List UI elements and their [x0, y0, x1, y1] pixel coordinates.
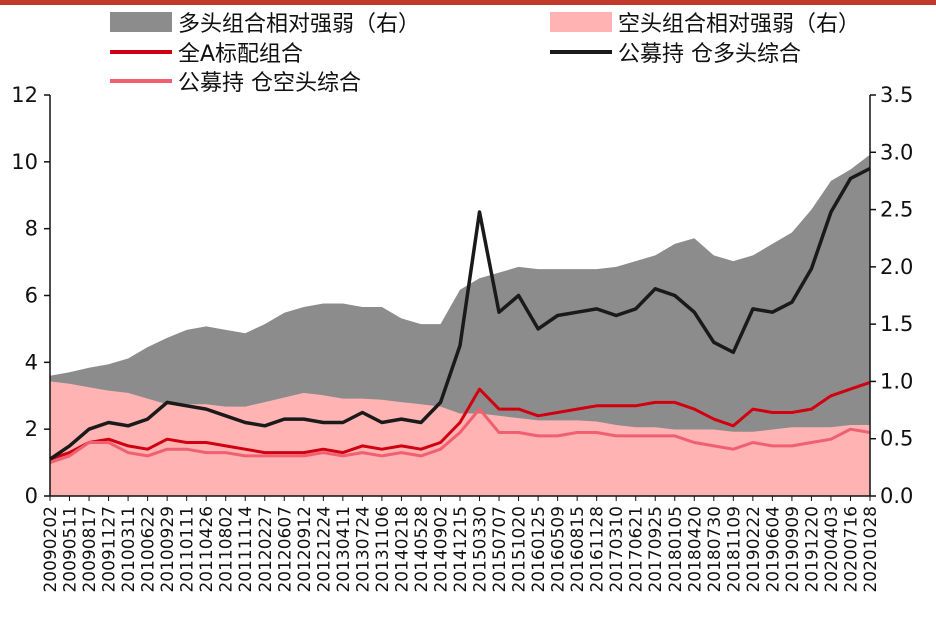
x-tick-label: 20100311: [119, 506, 139, 593]
right-tick-label: 3.5: [880, 83, 913, 107]
area-layer: [50, 154, 870, 496]
axes-layer: 0 2 4 6 8 10 12 0.0 0.5 1.0 1.5 2.0 2.5 3.0 3.5 2009020…: [11, 83, 913, 593]
left-tick-label: 12: [11, 83, 38, 107]
x-tick-label: 20180730: [705, 506, 725, 593]
legend-label-long_rel: 多头组合相对强弱（右）: [178, 12, 421, 37]
x-tick-label: 20191220: [802, 506, 822, 593]
x-tick-label: 20170621: [627, 506, 647, 593]
x-tick-label: 20170310: [607, 506, 627, 593]
legend-label-fund_long: 公募持 仓多头综合: [618, 42, 801, 67]
left-tick-label: 6: [25, 284, 38, 308]
right-tick-label: 2.5: [880, 198, 913, 222]
legend-swatch-fund_long: [550, 50, 612, 54]
x-tick-label: 20110802: [217, 506, 237, 593]
left-tick-label: 10: [11, 150, 38, 174]
short-strength-area: [50, 381, 870, 496]
x-tick-label: 20100622: [139, 506, 159, 593]
x-tick-label: 20150330: [471, 506, 491, 593]
legend-swatch-all_a: [110, 50, 172, 54]
x-tick-label: 20201028: [861, 506, 881, 593]
x-tick-label: 20131106: [373, 506, 393, 593]
x-tick-label: 20200716: [842, 506, 862, 593]
x-tick-label: 20160815: [568, 506, 588, 593]
fund-short-line: [49, 407, 871, 465]
left-tick-label: 8: [25, 217, 38, 241]
x-tick-label: 20161128: [588, 506, 608, 593]
x-tick-label: 20190909: [783, 506, 803, 593]
top-accent-bar: [0, 0, 936, 5]
legend-label-fund_short: 公募持 仓空头综合: [178, 71, 361, 96]
x-tick-label: 20160509: [549, 506, 569, 593]
left-tick-label: 4: [25, 350, 38, 374]
x-tick-label: 20090202: [41, 506, 61, 593]
x-tick-label: 20151020: [510, 506, 530, 593]
x-tick-label: 20120912: [295, 506, 315, 593]
line-layer: [49, 166, 871, 465]
x-tick-label: 20090511: [61, 506, 81, 593]
x-tick-label: 20140902: [432, 506, 452, 593]
right-tick-label: 1.5: [880, 312, 913, 336]
left-tick-label: 2: [25, 417, 38, 441]
x-tick-label: 20190222: [744, 506, 764, 593]
legend-swatch-long_rel: [110, 12, 172, 32]
right-tick-label: 3.0: [880, 140, 913, 164]
x-tick-label: 20130724: [353, 506, 373, 593]
legend-item-long_rel: 多头组合相对强弱（右）: [110, 8, 421, 37]
x-tick-label: 20200403: [822, 506, 842, 593]
right-tick-label: 0.5: [880, 427, 913, 451]
x-tick-label: 20180105: [666, 506, 686, 593]
x-tick-label: 20100929: [158, 506, 178, 593]
legend-label-all_a: 全A标配组合: [178, 42, 304, 67]
right-tick-label: 0.0: [880, 484, 913, 508]
fund-long-line: [49, 166, 871, 461]
x-tick-label: 20110111: [178, 506, 198, 593]
x-tick-label: 20150707: [490, 506, 510, 593]
legend-label-short_rel: 空头组合相对强弱（右）: [618, 12, 861, 37]
x-tick-label: 20180420: [685, 506, 705, 593]
x-tick-label: 20140528: [412, 506, 432, 593]
legend-item-short_rel: 空头组合相对强弱（右）: [550, 8, 861, 37]
x-tick-label: 20130411: [334, 506, 354, 593]
x-tick-label: 20120227: [256, 506, 276, 593]
legend-item-fund_long: 公募持 仓多头综合: [550, 38, 801, 67]
x-tick-label: 20120607: [275, 506, 295, 593]
x-tick-label: 20181109: [724, 506, 744, 593]
x-tick-label: 20121224: [314, 506, 334, 593]
legend-item-all_a: 全A标配组合: [110, 38, 304, 67]
x-tick-label: 20160125: [529, 506, 549, 593]
x-tick-label: 20190604: [763, 506, 783, 593]
x-tick-label: 20141215: [451, 506, 471, 593]
x-tick-label: 20140218: [392, 506, 412, 593]
all-a-line: [49, 380, 871, 461]
x-tick-label: 20110426: [197, 506, 217, 593]
x-tick-label: 20111114: [236, 506, 256, 593]
legend-swatch-fund_short: [110, 79, 172, 83]
legend-swatch-short_rel: [550, 12, 612, 32]
x-tick-label: 20091127: [100, 506, 120, 593]
right-tick-label: 1.0: [880, 369, 913, 393]
x-tick-label: 20170925: [646, 506, 666, 593]
legend-item-fund_short: 公募持 仓空头综合: [110, 67, 361, 96]
x-tick-label: 20090817: [80, 506, 100, 593]
left-tick-label: 0: [25, 484, 38, 508]
right-tick-label: 2.0: [880, 255, 913, 279]
